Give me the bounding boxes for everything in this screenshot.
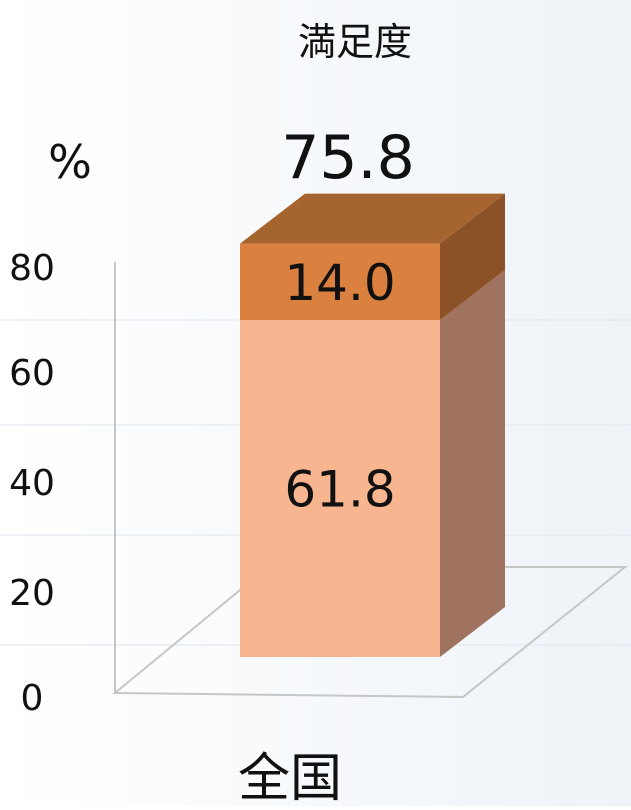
bar-top-face [240,193,505,244]
stacked-bar: 61.8 14.0 [240,193,505,657]
y-tick-label: 40 [9,463,55,504]
bar-segment-1-value-label: 61.8 [284,461,395,519]
y-axis-ticks: 0 20 40 60 80 [9,248,55,719]
total-value-label: 75.8 [281,123,415,193]
category-label: 全国 [238,749,342,806]
y-tick-label: 0 [21,678,44,719]
bar-segment-2-side [440,193,505,320]
y-tick-label: 80 [9,248,55,289]
bar-segment-2-front [240,243,440,320]
bar-segment-1-side [440,270,505,657]
bar-segment-2-value-label: 14.0 [284,254,395,312]
y-tick-label: 20 [9,573,55,614]
bar-segment-1-front [240,320,440,657]
y-tick-label: 60 [9,353,55,394]
chart-floor [112,262,628,699]
chart-title: 満足度 [298,20,412,64]
floor-outline [112,566,628,699]
y-axis-unit-label: % [48,135,92,189]
